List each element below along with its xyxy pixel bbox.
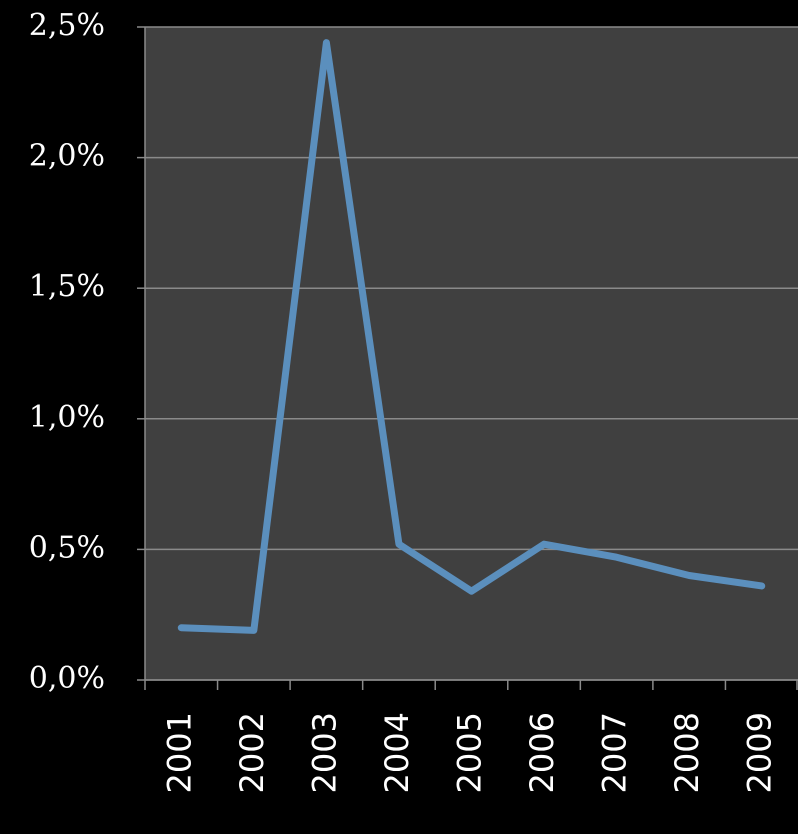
x-tick-label: 2002 xyxy=(233,712,271,793)
x-tick-label: 2008 xyxy=(668,712,706,793)
y-tick-label: 1,5% xyxy=(29,269,105,304)
x-tick-label: 2007 xyxy=(596,712,634,793)
x-tick-label: 2006 xyxy=(523,712,561,793)
y-tick-label: 0,0% xyxy=(29,661,105,696)
x-tick-label: 2004 xyxy=(378,712,416,793)
y-tick-label: 2,5% xyxy=(29,8,105,43)
x-tick-label: 2003 xyxy=(305,712,343,793)
plot-area xyxy=(145,27,798,680)
data-line xyxy=(177,39,766,634)
x-tick-label: 2001 xyxy=(160,712,198,793)
y-tick-label: 2,0% xyxy=(29,139,105,174)
y-tick-label: 1,0% xyxy=(29,400,105,435)
x-tick-label: 2005 xyxy=(451,712,489,793)
x-tick-label: 2009 xyxy=(741,712,779,793)
y-tick-label: 0,5% xyxy=(29,530,105,565)
